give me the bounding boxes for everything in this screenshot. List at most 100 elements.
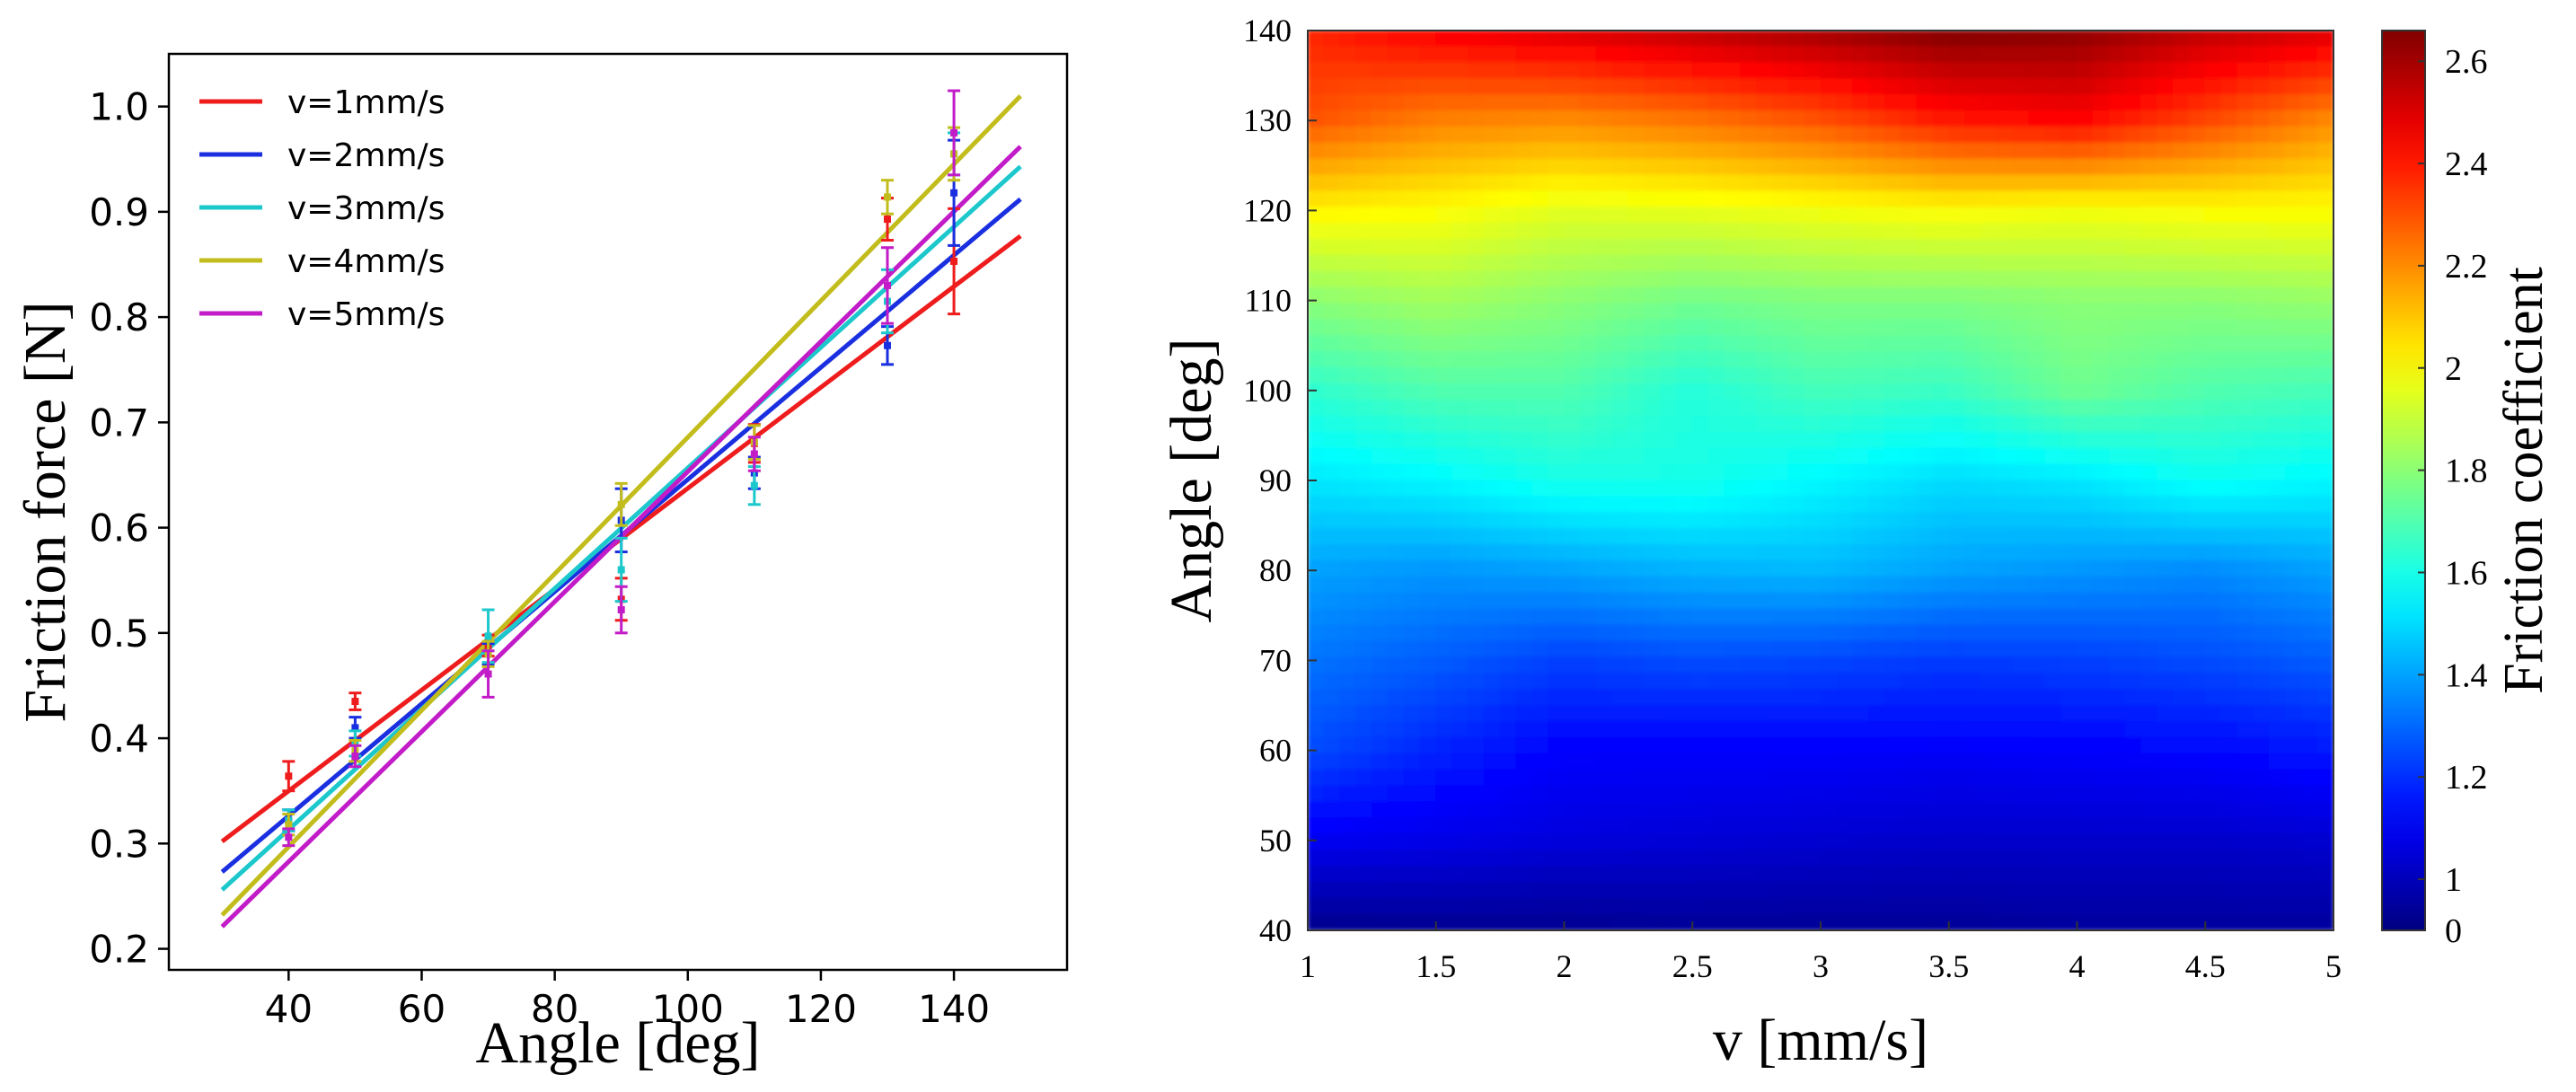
- heatmap-cell: [1787, 720, 1805, 738]
- heatmap-cell: [1996, 255, 2014, 273]
- heatmap-cell: [2204, 769, 2222, 787]
- heatmap-cell: [1451, 480, 1469, 498]
- heatmap-cell: [2028, 544, 2046, 562]
- heatmap-cell: [1675, 239, 1693, 257]
- heatmap-cell: [1804, 496, 1822, 514]
- heatmap-cell: [2124, 463, 2142, 481]
- heatmap-cell: [1660, 656, 1678, 674]
- heatmap-cell: [1916, 319, 1934, 337]
- data-point-5-7: [948, 89, 961, 177]
- heatmap-cell: [1883, 913, 1901, 930]
- heatmap-cell: [1451, 351, 1469, 369]
- heatmap-cell: [1660, 480, 1678, 498]
- heatmap-cell: [1531, 528, 1549, 546]
- heatmap-cell: [1548, 881, 1566, 899]
- heatmap-cell: [1740, 31, 1758, 48]
- heatmap-cell: [2092, 367, 2110, 385]
- heatmap-cell: [1707, 463, 1725, 481]
- heatmap-cell: [1595, 78, 1613, 96]
- heatmap-cell: [1339, 785, 1357, 803]
- heatmap-cell: [1451, 158, 1469, 176]
- heatmap-cell: [1564, 270, 1582, 288]
- heatmap-cell: [1932, 881, 1950, 899]
- heatmap-cell: [1339, 239, 1357, 257]
- heatmap-cell: [1883, 736, 1901, 754]
- heatmap-cell: [2316, 142, 2333, 160]
- heatmap-cell: [1852, 865, 1870, 884]
- heatmap-cell: [2140, 78, 2158, 96]
- heatmap-cell: [1740, 865, 1758, 884]
- heatmap-cell: [1611, 207, 1629, 225]
- heatmap-cell: [1467, 286, 1485, 304]
- heatmap-cell: [1595, 769, 1613, 787]
- heatmap-cell: [1948, 913, 1966, 930]
- heatmap-cell: [1483, 817, 1501, 835]
- heatmap-cell: [2220, 865, 2238, 884]
- heatmap-cell: [2124, 207, 2142, 225]
- heatmap-cell: [1883, 850, 1901, 867]
- heatmap-cell: [1707, 769, 1725, 787]
- heatmap-cell: [2204, 255, 2222, 273]
- heatmap-cell: [1724, 881, 1742, 899]
- heatmap-cell: [1740, 286, 1758, 304]
- heatmap-cell: [1548, 319, 1566, 337]
- heatmap-cell: [1548, 255, 1566, 273]
- heatmap-cell: [1771, 174, 1790, 192]
- heatmap-cell: [1483, 592, 1501, 610]
- heatmap-cell: [1852, 174, 1870, 192]
- heatmap-cell: [1339, 255, 1357, 273]
- heatmap-cell: [1980, 897, 1998, 915]
- heatmap-cell: [1932, 62, 1950, 80]
- heatmap-cell: [1916, 255, 1934, 273]
- heatmap-cell: [1675, 142, 1693, 160]
- x-tick-label: 60: [398, 987, 446, 1031]
- heatmap-cell: [1515, 496, 1533, 514]
- heatmap-cell: [1435, 319, 1453, 337]
- heatmap-cell: [2300, 801, 2318, 819]
- heatmap-cell: [1900, 496, 1918, 514]
- heatmap-cell: [1691, 400, 1709, 418]
- heatmap-cell: [2028, 94, 2046, 112]
- heatmap-cell: [1499, 833, 1517, 851]
- heatmap-cell: [1531, 351, 1549, 369]
- heatmap-cell: [2140, 383, 2158, 401]
- heatmap-cell: [2157, 544, 2175, 562]
- heatmap-cell: [2236, 559, 2254, 578]
- heatmap-cell: [1355, 367, 1373, 385]
- heatmap-cell: [1836, 190, 1854, 208]
- heatmap-cell: [1483, 833, 1501, 851]
- heatmap-cell: [1403, 576, 1421, 594]
- heatmap-cell: [1756, 689, 1774, 707]
- marker: [950, 257, 958, 265]
- heatmap-cell: [1756, 174, 1774, 192]
- heatmap-cell: [2316, 239, 2333, 257]
- heatmap-cell: [1403, 463, 1421, 481]
- heatmap-cell: [1996, 142, 2014, 160]
- heatmap-cell: [1419, 463, 1437, 481]
- heatmap-cell: [1691, 190, 1709, 208]
- heatmap-cell: [2060, 608, 2078, 626]
- heatmap-cell: [2173, 559, 2191, 578]
- heatmap-cell: [1628, 223, 1645, 241]
- heatmap-cell: [1579, 174, 1597, 192]
- heatmap-cell: [2028, 673, 2046, 691]
- heatmap-cell: [1691, 881, 1709, 899]
- heatmap-cell: [2124, 46, 2142, 64]
- heatmap-cell: [1387, 656, 1405, 674]
- heatmap-cell: [2012, 255, 2030, 273]
- heatmap-cell: [1980, 400, 1998, 418]
- heatmap-cell: [2157, 351, 2175, 369]
- heatmap-cell: [1595, 415, 1613, 434]
- heatmap-cell: [1403, 544, 1421, 562]
- heatmap-cell: [1451, 673, 1469, 691]
- heatmap-cell: [2236, 110, 2254, 128]
- heatmap-cell: [1387, 881, 1405, 899]
- heatmap-cell: [1691, 592, 1709, 610]
- heatmap-cell: [1371, 673, 1389, 691]
- heatmap-cell: [1836, 367, 1854, 385]
- heatmap-cell: [2157, 897, 2175, 915]
- heatmap-cell: [1724, 512, 1742, 530]
- heatmap-cell: [1883, 126, 1901, 144]
- heatmap-cell: [1483, 897, 1501, 915]
- heatmap-cell: [1515, 190, 1533, 208]
